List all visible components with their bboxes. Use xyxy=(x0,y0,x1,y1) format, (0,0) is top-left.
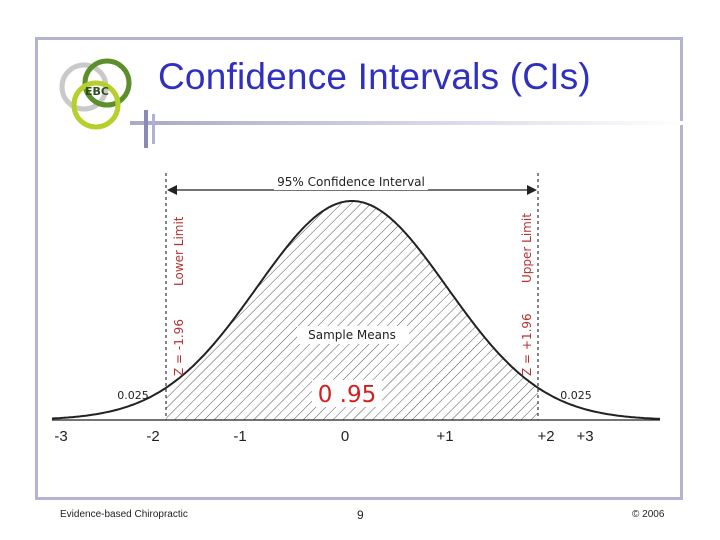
ebc-logo: EBC xyxy=(59,58,132,130)
lower-z-label: Z = -1.96 xyxy=(172,319,186,376)
ci-arrow-right xyxy=(527,185,537,195)
tick-label: +1 xyxy=(436,428,454,445)
tick-label: 0 xyxy=(340,428,350,445)
footer-left: Evidence-based Chiropractic xyxy=(60,509,188,520)
footer-right: © 2006 xyxy=(632,509,665,520)
ci-label: 95% Confidence Interval xyxy=(277,175,425,189)
logo-text: EBC xyxy=(85,85,109,98)
lower-limit-label: Lower Limit xyxy=(172,216,186,286)
tick-label: +3 xyxy=(576,428,594,445)
center-value: 0 .95 xyxy=(318,382,377,408)
ci-arrow-left xyxy=(167,185,177,195)
tick-label: -2 xyxy=(146,428,160,445)
title-rule xyxy=(130,110,685,148)
upper-limit-label: Upper Limit xyxy=(520,213,534,283)
slide-frame xyxy=(35,37,683,500)
tick-label: +2 xyxy=(537,428,555,445)
logo-ring-lime xyxy=(71,80,121,130)
tick-label: -3 xyxy=(54,428,68,445)
logo-ring-green xyxy=(82,58,132,108)
normal-curve xyxy=(51,200,661,420)
left-tail-label: 0.025 xyxy=(117,389,149,402)
sample-means-label: Sample Means xyxy=(308,328,396,342)
page-number: 9 xyxy=(357,508,364,522)
tick-label: -1 xyxy=(233,428,247,445)
right-tail-label: 0.025 xyxy=(560,389,592,402)
upper-z-label: Z = +1.96 xyxy=(520,313,534,376)
confidence-region xyxy=(166,201,538,420)
page-title: Confidence Intervals (CIs) xyxy=(158,56,591,97)
